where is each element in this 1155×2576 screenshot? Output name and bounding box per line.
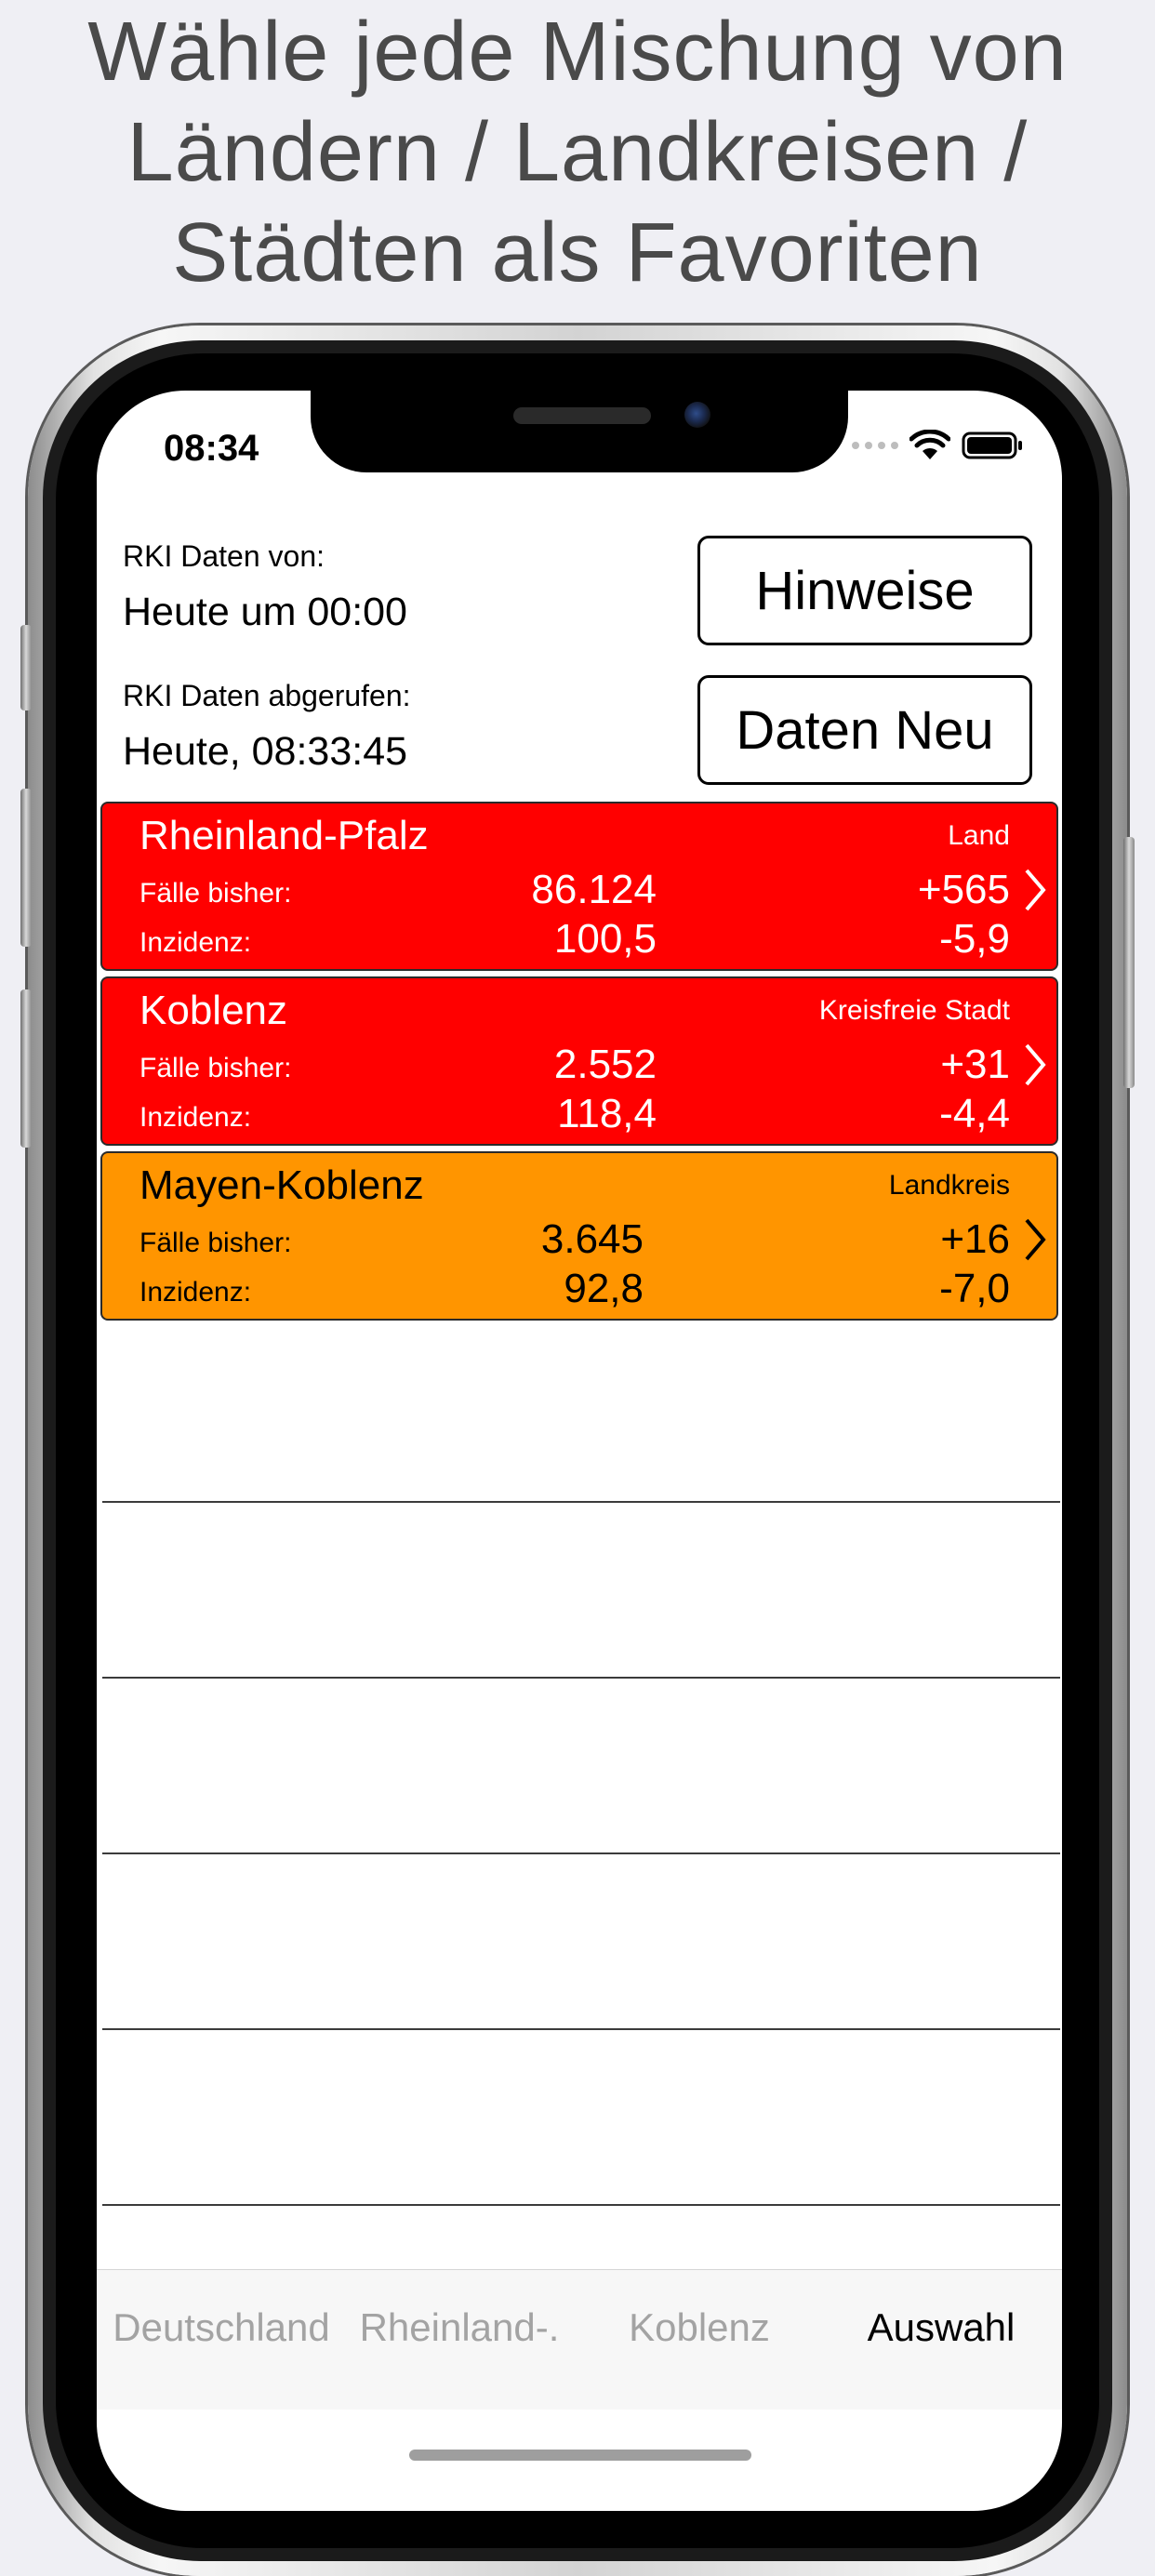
- chevron-right-icon: [1025, 1043, 1046, 1086]
- cases-delta: +16: [940, 1216, 1010, 1262]
- side-button-silent: [20, 625, 32, 710]
- headline-line-2: Ländern / Landkreisen /: [126, 106, 1029, 199]
- phone-screen: 08:34 RKI Daten von: Heute um 00:00 RKI …: [97, 391, 1062, 2511]
- data-from-label: RKI Daten von:: [123, 539, 325, 573]
- chevron-right-icon: [1025, 1218, 1046, 1261]
- list-separator: [102, 1677, 1060, 1679]
- front-camera: [684, 402, 710, 428]
- region-type: Land: [948, 820, 1010, 851]
- incidence-delta: -4,4: [939, 1091, 1010, 1136]
- region-card-rheinland-pfalz[interactable]: Rheinland-Pfalz Land Fälle bisher: 86.12…: [100, 802, 1058, 971]
- region-name: Mayen-Koblenz: [139, 1162, 424, 1208]
- cases-value: 3.645: [540, 1216, 644, 1262]
- speaker-grille: [513, 407, 651, 424]
- headline-line-1: Wähle jede Mischung von: [87, 6, 1068, 99]
- list-separator: [102, 2204, 1060, 2206]
- cellular-signal-icon: [852, 442, 898, 449]
- status-time: 08:34: [164, 428, 259, 469]
- headline-line-3: Städten als Favoriten: [172, 206, 983, 299]
- tab-rheinland-pfalz[interactable]: Rheinland-.: [359, 2305, 560, 2349]
- list-separator: [102, 1501, 1060, 1503]
- battery-icon: [962, 432, 1022, 459]
- cases-value: 2.552: [553, 1042, 657, 1087]
- incidence-value: 92,8: [564, 1266, 644, 1311]
- promo-headline: Wähle jede Mischung von Ländern / Landkr…: [0, 0, 1155, 303]
- fetched-label: RKI Daten abgerufen:: [123, 679, 411, 712]
- status-indicators: [852, 430, 1025, 461]
- chevron-right-icon: [1025, 869, 1046, 911]
- side-button-power: [1123, 837, 1135, 1088]
- list-separator: [102, 2028, 1060, 2030]
- list-separator: [102, 1852, 1060, 1854]
- cases-label: Fälle bisher:: [139, 878, 292, 909]
- wifi-icon: [909, 430, 950, 459]
- home-indicator[interactable]: [409, 2450, 751, 2461]
- incidence-label: Inzidenz:: [139, 1102, 252, 1133]
- cases-label: Fälle bisher:: [139, 1228, 292, 1258]
- refresh-data-button[interactable]: Daten Neu: [697, 675, 1032, 785]
- region-name: Koblenz: [139, 988, 288, 1033]
- region-card-mayen-koblenz[interactable]: Mayen-Koblenz Landkreis Fälle bisher: 3.…: [100, 1151, 1058, 1321]
- cases-delta: +565: [917, 867, 1010, 912]
- incidence-value: 118,4: [557, 1091, 657, 1136]
- side-button-volume-up: [20, 789, 32, 947]
- tab-auswahl[interactable]: Auswahl: [867, 2305, 1016, 2349]
- data-from-value: Heute um 00:00: [123, 590, 407, 634]
- tab-koblenz[interactable]: Koblenz: [629, 2305, 770, 2349]
- tab-deutschland[interactable]: Deutschland: [113, 2305, 330, 2349]
- tab-bar: Deutschland Rheinland-. Koblenz Auswahl: [97, 2269, 1062, 2410]
- incidence-delta: -7,0: [939, 1266, 1010, 1311]
- region-type: Kreisfreie Stadt: [818, 995, 1010, 1026]
- region-card-koblenz[interactable]: Koblenz Kreisfreie Stadt Fälle bisher: 2…: [100, 976, 1058, 1146]
- incidence-label: Inzidenz:: [139, 927, 252, 958]
- notch: [311, 391, 848, 472]
- cases-value: 86.124: [531, 867, 657, 912]
- region-type: Landkreis: [888, 1170, 1010, 1201]
- region-name: Rheinland-Pfalz: [139, 813, 429, 858]
- incidence-delta: -5,9: [939, 916, 1010, 962]
- side-button-volume-down: [20, 989, 32, 1148]
- incidence-label: Inzidenz:: [139, 1277, 252, 1308]
- cases-delta: +31: [940, 1042, 1010, 1087]
- cases-label: Fälle bisher:: [139, 1053, 292, 1083]
- incidence-value: 100,5: [553, 916, 657, 962]
- notes-button[interactable]: Hinweise: [697, 536, 1032, 645]
- fetched-value: Heute, 08:33:45: [123, 729, 408, 774]
